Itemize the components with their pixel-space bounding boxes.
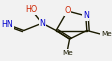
Text: Me: Me <box>61 50 72 56</box>
Text: HO: HO <box>25 5 37 14</box>
Text: O: O <box>64 6 70 15</box>
Text: Me: Me <box>100 31 111 37</box>
Text: N: N <box>82 11 88 20</box>
Text: HN: HN <box>1 20 13 29</box>
Text: N: N <box>39 19 45 28</box>
